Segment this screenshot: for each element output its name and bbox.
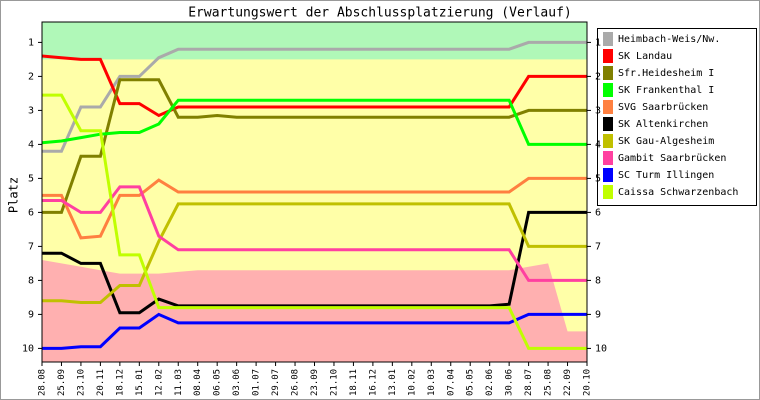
x-tick-label: 16.12 (368, 369, 378, 396)
y2-tick-label: 2 (595, 71, 601, 82)
x-tick-label: 23.10 (76, 369, 86, 396)
y2-tick-label: 3 (595, 105, 601, 116)
x-tick-label: 25.09 (57, 369, 67, 396)
legend-swatch (603, 49, 613, 63)
x-tick-label: 21.10 (329, 369, 339, 396)
legend-label: Heimbach-Weis/Nw. (618, 34, 720, 45)
x-tick-label: 26.08 (291, 369, 301, 396)
series-line (41, 54, 587, 118)
series-line (42, 78, 587, 214)
x-tick-label: 11.03 (174, 369, 184, 396)
legend-swatch (603, 66, 613, 80)
y2-tick-label: 6 (595, 207, 601, 218)
y2-tick-label: 7 (595, 241, 601, 252)
x-tick-label: 13.01 (388, 369, 398, 396)
y-tick-label: 9 (28, 309, 34, 320)
zone-red (42, 260, 587, 362)
legend-swatch (603, 134, 613, 148)
legend-swatch (603, 100, 613, 114)
legend-label: SC Turm Illingen (618, 170, 714, 181)
y-tick-label: 8 (28, 275, 34, 286)
y2-tick-label: 9 (595, 309, 601, 320)
series-line (42, 202, 587, 304)
y2-tick-label: 10 (595, 343, 607, 354)
x-tick-label: 07.04 (446, 369, 456, 396)
legend-swatch (603, 185, 613, 199)
x-tick-label: 20.11 (96, 369, 106, 396)
x-tick-label: 10.02 (407, 369, 417, 396)
x-tick-label: 02.06 (485, 369, 495, 396)
legend-swatch (603, 151, 613, 165)
series-line (41, 98, 587, 146)
legend-label: SK Landau (618, 51, 672, 62)
x-tick-label: 18.11 (349, 369, 359, 396)
x-tick-label: 08.04 (193, 369, 203, 396)
y2-tick-label: 8 (595, 275, 601, 286)
legend-label: SK Altenkirchen (618, 119, 708, 130)
y-tick-label: 5 (28, 173, 34, 184)
legend-label: Sfr.Heidesheim I (618, 68, 714, 79)
x-tick-label: 30.06 (505, 369, 515, 396)
zone-green (42, 22, 587, 60)
y-tick-label: 2 (28, 71, 34, 82)
x-tick-label: 28.08 (38, 369, 48, 396)
y-tick-label: 4 (28, 139, 34, 150)
legend-swatch (603, 117, 613, 131)
y-axis-label: Platz (7, 177, 21, 213)
series-line (42, 93, 587, 350)
y-tick-label: 3 (28, 105, 34, 116)
y-tick-label: 7 (28, 241, 34, 252)
y2-tick-label: 4 (595, 139, 601, 150)
x-tick-label: 12.02 (154, 369, 164, 396)
legend-swatch (603, 168, 613, 182)
legend-label: SK Gau-Algesheim (618, 136, 714, 147)
x-tick-label: 29.07 (271, 369, 281, 396)
chart-title: Erwartungswert der Abschlussplatzierung … (188, 6, 572, 21)
y2-tick-label: 1 (595, 37, 601, 48)
y-tick-label: 6 (28, 207, 34, 218)
x-tick-label: 05.05 (466, 369, 476, 396)
x-tick-label: 10.03 (427, 369, 437, 396)
x-tick-label: 18.12 (115, 369, 125, 396)
x-tick-label: 25.08 (544, 369, 554, 396)
x-tick-label: 20.10 (583, 369, 593, 396)
y-tick-label: 10 (22, 343, 34, 354)
x-tick-label: 01.07 (252, 369, 262, 396)
series-line (42, 312, 587, 350)
y2-tick-label: 5 (595, 173, 601, 184)
legend-label: SVG Saarbrücken (618, 102, 708, 113)
series-line (42, 40, 587, 153)
legend (597, 28, 757, 206)
plot-border (41, 21, 588, 363)
x-tick-label: 22.09 (563, 369, 573, 396)
legend-swatch (603, 32, 613, 46)
legend-label: Gambit Saarbrücken (618, 153, 726, 164)
legend-swatch (603, 83, 613, 97)
series-line (42, 210, 587, 315)
y-tick-label: 1 (28, 37, 34, 48)
x-tick-label: 06.05 (213, 369, 223, 396)
legend-label: Caissa Schwarzenbach (618, 187, 738, 198)
x-tick-label: 23.09 (310, 369, 320, 396)
x-tick-label: 15.01 (135, 369, 145, 396)
series-line (42, 176, 587, 240)
legend-label: SK Frankenthal I (618, 85, 714, 96)
series-line (42, 185, 587, 282)
x-tick-label: 28.07 (524, 369, 534, 396)
x-tick-label: 03.06 (232, 369, 242, 396)
